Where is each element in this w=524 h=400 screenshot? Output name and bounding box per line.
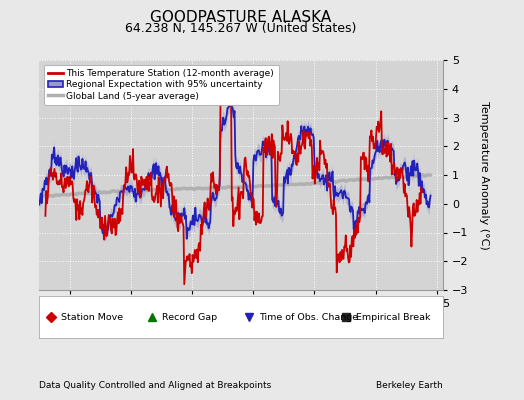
Text: Record Gap: Record Gap bbox=[162, 312, 217, 322]
Text: Empirical Break: Empirical Break bbox=[356, 312, 431, 322]
Text: Berkeley Earth: Berkeley Earth bbox=[376, 381, 443, 390]
Text: GOODPASTURE ALASKA: GOODPASTURE ALASKA bbox=[150, 10, 332, 25]
Legend: This Temperature Station (12-month average), Regional Expectation with 95% uncer: This Temperature Station (12-month avera… bbox=[44, 64, 279, 105]
Text: Station Move: Station Move bbox=[61, 312, 124, 322]
Text: Time of Obs. Change: Time of Obs. Change bbox=[259, 312, 358, 322]
Text: 64.238 N, 145.267 W (United States): 64.238 N, 145.267 W (United States) bbox=[125, 22, 357, 35]
Y-axis label: Temperature Anomaly (°C): Temperature Anomaly (°C) bbox=[479, 101, 489, 249]
Text: Data Quality Controlled and Aligned at Breakpoints: Data Quality Controlled and Aligned at B… bbox=[39, 381, 271, 390]
